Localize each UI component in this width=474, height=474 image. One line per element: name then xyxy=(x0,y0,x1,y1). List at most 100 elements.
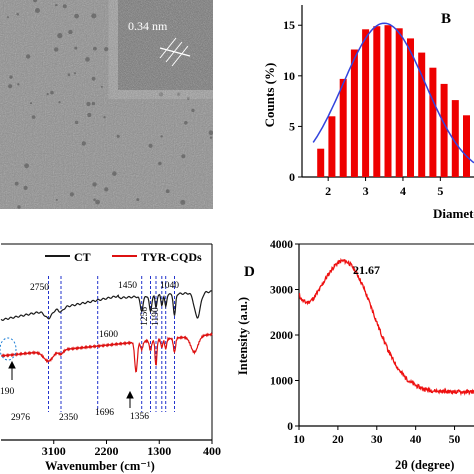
panel-b-label: B xyxy=(441,11,451,27)
tem-particle xyxy=(85,57,90,62)
tem-particle xyxy=(158,161,162,166)
ct-spectrum-line xyxy=(0,290,213,322)
tem-particle xyxy=(103,116,106,119)
xrd-x-tick-label: 40 xyxy=(410,434,422,446)
tem-particle xyxy=(158,92,164,97)
peak-label-2750: 2750 xyxy=(30,283,49,293)
tem-particle xyxy=(93,46,97,51)
legend-tyr-label: TYR-CQDs xyxy=(141,250,202,264)
tem-particle xyxy=(86,101,91,107)
tem-particle xyxy=(57,33,63,39)
tem-particle xyxy=(55,3,58,7)
tem-particle xyxy=(184,121,188,125)
lattice-marker xyxy=(159,37,191,67)
xrd-y-tick-label: 1000 xyxy=(270,376,293,388)
xrd-y-tick-label: 4000 xyxy=(270,239,293,251)
ftir-x-tick-label: 400 xyxy=(203,444,221,458)
histogram-bar xyxy=(395,28,403,177)
peak-label-1450: 1450 xyxy=(118,281,137,291)
gaussian-fit-curve xyxy=(312,22,474,164)
tyr-cqds-spectrum-line xyxy=(1,332,213,373)
tem-particle xyxy=(92,182,97,187)
hist-x-tick-label: 4 xyxy=(400,184,406,198)
tem-micrograph: 0.34 nm xyxy=(0,0,213,209)
hrtem-inset-texture xyxy=(118,0,213,90)
tem-particle xyxy=(8,84,13,89)
xrd-panel: D 0 1000 2000 3000 4000 10 20 30 40 50 21.67 Int… xyxy=(230,232,474,474)
xrd-peak-annotation: 21.67 xyxy=(353,263,380,277)
tem-particle xyxy=(209,136,213,139)
tem-particle xyxy=(91,76,96,81)
tem-particle xyxy=(73,72,76,75)
histogram-bar xyxy=(350,49,358,177)
hist-y-tick-label: 10 xyxy=(283,69,295,83)
tem-particle xyxy=(50,90,54,95)
tem-particle xyxy=(165,189,170,194)
tem-particle xyxy=(91,13,97,19)
tem-particle xyxy=(208,130,213,135)
ftir-x-tick-label: 3100 xyxy=(42,444,66,458)
histogram-bar xyxy=(451,100,459,177)
peak-label-2976: 2976 xyxy=(11,413,30,423)
histogram-bar xyxy=(362,29,370,177)
tem-particle xyxy=(112,171,117,176)
tem-particle xyxy=(136,198,140,202)
xrd-x-tick-label: 50 xyxy=(449,434,461,446)
hist-x-axis-label: Diameter (nm) xyxy=(433,206,474,221)
lattice-spacing-label: 0.34 nm xyxy=(128,19,168,33)
peak-label-1696: 1696 xyxy=(95,408,114,418)
histogram-bar xyxy=(328,116,336,177)
tem-particle xyxy=(9,75,13,79)
histogram-panel: B 0 5 10 15 2 3 4 5 Counts (%) Diameter (nm) xyxy=(213,0,474,232)
tem-particles xyxy=(7,0,213,209)
histogram-bar xyxy=(463,115,470,177)
tem-image-panel: 0.34 nm xyxy=(0,0,213,209)
tem-particle xyxy=(14,181,19,186)
tem-particle xyxy=(58,101,61,104)
xrd-y-tick-label: 3000 xyxy=(270,285,293,297)
xrd-y-tick-label: 2000 xyxy=(270,330,293,342)
tem-particle xyxy=(74,120,79,125)
peak-label-1256: 1256 xyxy=(140,307,150,326)
ftir-panel: CT TYR-CQDs 2750 1450 1040 1256 1190 160… xyxy=(0,232,230,474)
tem-particle xyxy=(29,102,33,105)
histogram-bar xyxy=(429,67,437,177)
tem-particle xyxy=(181,154,186,159)
histogram-bar xyxy=(339,78,347,177)
tem-particle xyxy=(104,187,109,192)
histogram-bar xyxy=(418,52,426,177)
panel-d-label: D xyxy=(244,264,255,280)
xrd-x-tick-label: 30 xyxy=(371,434,383,446)
hist-x-tick-label: 3 xyxy=(363,184,369,198)
histogram-bar xyxy=(373,26,381,178)
tem-particle xyxy=(54,47,59,52)
xrd-pattern-line xyxy=(298,257,474,397)
xrd-x-tick-label: 20 xyxy=(332,434,344,446)
peak-label-2350: 2350 xyxy=(59,413,78,423)
tem-particle xyxy=(93,198,96,201)
peak-label-1040: 1040 xyxy=(160,281,179,291)
peak-label-1356: 1356 xyxy=(130,412,149,422)
tem-particle xyxy=(16,13,20,16)
highlight-circle xyxy=(0,337,17,361)
hist-y-tick-label: 5 xyxy=(289,119,295,133)
tem-particle xyxy=(148,143,153,148)
xrd-x-tick-label: 10 xyxy=(293,434,305,446)
tem-particle xyxy=(74,13,79,19)
tem-particle xyxy=(55,198,58,201)
annotation-arrows xyxy=(8,360,134,408)
tem-particle xyxy=(186,97,190,100)
tem-particle xyxy=(191,108,195,113)
xrd-y-tick-label: 0 xyxy=(287,421,293,433)
tem-particle xyxy=(67,73,71,76)
tem-particle xyxy=(87,112,92,118)
peak-label-190: 190 xyxy=(0,387,15,397)
tem-particle xyxy=(74,46,78,50)
tem-particle xyxy=(35,8,40,13)
ftir-x-tick-label: 2200 xyxy=(95,444,119,458)
ftir-x-axis-label: Wavenumber (cm⁻¹) xyxy=(45,459,155,473)
tem-particle xyxy=(7,16,9,19)
hist-x-tick-label: 5 xyxy=(437,184,443,198)
histogram-bar xyxy=(317,148,325,177)
ftir-chart: CT TYR-CQDs 2750 1450 1040 1256 1190 160… xyxy=(0,243,221,473)
